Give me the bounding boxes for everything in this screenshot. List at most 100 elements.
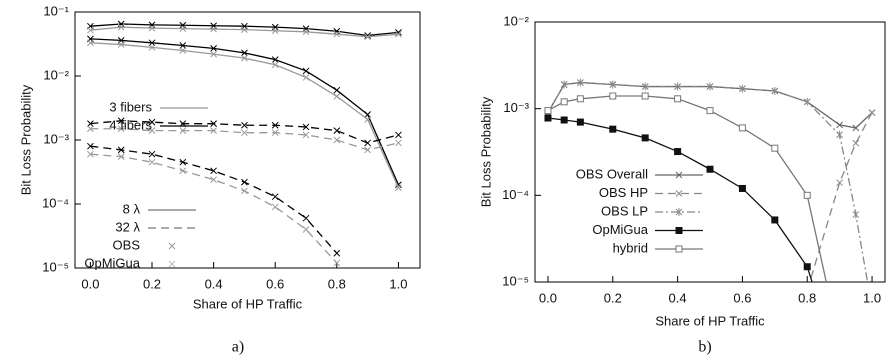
legend-label: OpMiGua bbox=[592, 222, 648, 237]
marker bbox=[333, 93, 341, 100]
marker bbox=[210, 25, 217, 33]
marker bbox=[87, 120, 94, 128]
marker bbox=[576, 95, 584, 103]
x-tick-label: 1.0 bbox=[389, 276, 407, 291]
marker bbox=[609, 125, 617, 133]
marker bbox=[210, 127, 217, 135]
marker bbox=[117, 153, 125, 160]
marker bbox=[271, 61, 279, 69]
marker bbox=[803, 97, 811, 106]
marker bbox=[302, 131, 310, 139]
legend-label: 4 fibers bbox=[109, 117, 152, 132]
plot-area bbox=[87, 20, 402, 267]
legend-marker bbox=[675, 190, 683, 197]
marker bbox=[364, 32, 371, 39]
marker bbox=[179, 42, 187, 49]
marker bbox=[241, 54, 248, 62]
marker bbox=[271, 56, 279, 64]
marker bbox=[738, 124, 746, 132]
marker bbox=[837, 340, 843, 346]
marker bbox=[148, 150, 156, 158]
legend-label: OBS Overall bbox=[576, 166, 648, 181]
marker bbox=[87, 39, 94, 47]
marker bbox=[333, 30, 341, 38]
marker bbox=[210, 176, 217, 184]
marker bbox=[706, 165, 714, 173]
legend-label: 8 λ bbox=[123, 201, 141, 216]
legend-marker bbox=[675, 208, 683, 216]
series-line bbox=[90, 145, 338, 254]
x-tick-label: 0.2 bbox=[143, 276, 161, 291]
marker bbox=[302, 67, 310, 75]
y-tick-label: 10⁻³ bbox=[503, 100, 529, 115]
marker bbox=[241, 26, 248, 33]
y-tick-label: 10⁻² bbox=[503, 13, 529, 28]
marker bbox=[302, 123, 310, 131]
series-line bbox=[809, 112, 873, 282]
marker bbox=[210, 167, 217, 175]
marker bbox=[641, 134, 649, 142]
marker bbox=[771, 216, 779, 224]
marker bbox=[641, 92, 649, 100]
marker bbox=[364, 139, 371, 147]
x-tick-label: 1.0 bbox=[863, 290, 881, 305]
legend-label: hybrid bbox=[613, 240, 648, 255]
marker bbox=[395, 139, 402, 147]
marker bbox=[576, 118, 584, 126]
marker bbox=[395, 30, 402, 38]
marker bbox=[271, 121, 279, 129]
marker bbox=[117, 23, 125, 31]
legend-label: 32 λ bbox=[115, 219, 140, 234]
marker bbox=[836, 121, 843, 129]
x-axis-label: Share of HP Traffic bbox=[655, 313, 765, 328]
legend-label: OBS bbox=[113, 237, 141, 252]
marker bbox=[179, 47, 187, 54]
y-tick-label: 10⁻⁴ bbox=[502, 187, 529, 202]
marker bbox=[117, 146, 125, 154]
y-tick-label: 10⁻⁴ bbox=[42, 195, 69, 210]
marker bbox=[706, 82, 714, 91]
x-tick-label: 0.4 bbox=[669, 290, 687, 305]
marker bbox=[179, 127, 187, 135]
marker bbox=[771, 86, 779, 95]
marker bbox=[544, 107, 552, 115]
marker bbox=[117, 41, 125, 48]
legend-marker bbox=[675, 227, 683, 234]
marker bbox=[241, 178, 248, 186]
x-tick-label: 0.8 bbox=[798, 290, 816, 305]
marker bbox=[148, 44, 156, 51]
series-line bbox=[547, 81, 869, 282]
y-tick-label: 10⁻⁵ bbox=[502, 273, 529, 288]
marker bbox=[333, 259, 341, 267]
marker bbox=[333, 136, 341, 144]
marker bbox=[560, 98, 568, 106]
marker bbox=[179, 158, 187, 166]
marker bbox=[148, 158, 156, 166]
marker bbox=[560, 80, 568, 89]
marker bbox=[560, 116, 568, 124]
marker bbox=[868, 109, 876, 116]
marker bbox=[271, 129, 279, 137]
marker bbox=[364, 146, 371, 154]
marker bbox=[609, 80, 617, 89]
y-tick-label: 10⁻¹ bbox=[43, 3, 69, 18]
marker bbox=[148, 118, 156, 126]
marker bbox=[641, 82, 649, 91]
x-tick-label: 0.8 bbox=[328, 276, 346, 291]
marker bbox=[333, 249, 341, 257]
marker bbox=[852, 210, 860, 219]
marker bbox=[87, 125, 94, 133]
marker bbox=[577, 78, 584, 87]
marker bbox=[706, 107, 714, 115]
marker bbox=[395, 184, 402, 192]
plot-area bbox=[544, 78, 876, 346]
legend-marker bbox=[168, 242, 176, 250]
series-line bbox=[547, 95, 827, 282]
legend-marker bbox=[675, 171, 683, 179]
marker bbox=[241, 129, 248, 137]
marker bbox=[148, 127, 156, 135]
marker bbox=[674, 82, 681, 91]
x-tick-label: 0.0 bbox=[81, 276, 99, 291]
marker bbox=[364, 116, 371, 123]
marker bbox=[302, 28, 310, 36]
